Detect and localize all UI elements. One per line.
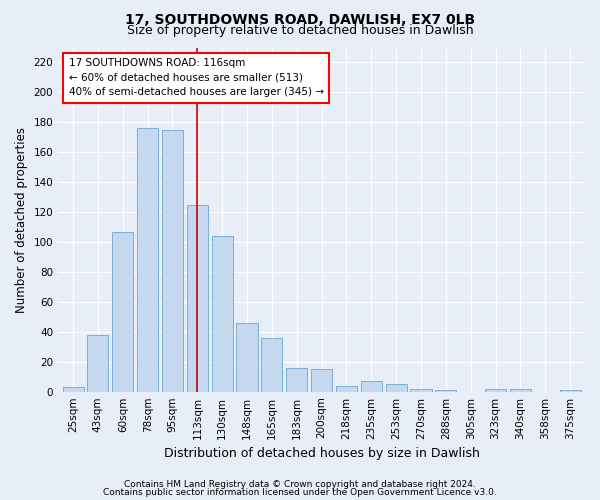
Bar (311, 369, 332, 392)
Bar (336, 386, 357, 392)
Bar (510, 388, 531, 392)
Bar (361, 381, 382, 392)
Bar (286, 368, 307, 392)
Bar (88, 335, 109, 392)
Bar (212, 236, 233, 392)
Text: Size of property relative to detached houses in Dawlish: Size of property relative to detached ho… (127, 24, 473, 37)
Bar (62, 387, 83, 392)
Bar (262, 338, 283, 392)
Text: Contains public sector information licensed under the Open Government Licence v3: Contains public sector information licen… (103, 488, 497, 497)
Bar (137, 128, 158, 392)
Bar (386, 384, 407, 392)
Bar (112, 232, 133, 392)
Bar (162, 130, 183, 392)
Bar (410, 388, 431, 392)
Bar (485, 388, 506, 392)
Bar (560, 390, 581, 392)
Text: 17, SOUTHDOWNS ROAD, DAWLISH, EX7 0LB: 17, SOUTHDOWNS ROAD, DAWLISH, EX7 0LB (125, 12, 475, 26)
Bar (435, 390, 457, 392)
Bar (236, 323, 257, 392)
Y-axis label: Number of detached properties: Number of detached properties (15, 126, 28, 312)
Text: Contains HM Land Registry data © Crown copyright and database right 2024.: Contains HM Land Registry data © Crown c… (124, 480, 476, 489)
Bar (187, 204, 208, 392)
Text: 17 SOUTHDOWNS ROAD: 116sqm
← 60% of detached houses are smaller (513)
40% of sem: 17 SOUTHDOWNS ROAD: 116sqm ← 60% of deta… (69, 58, 324, 98)
X-axis label: Distribution of detached houses by size in Dawlish: Distribution of detached houses by size … (164, 447, 479, 460)
